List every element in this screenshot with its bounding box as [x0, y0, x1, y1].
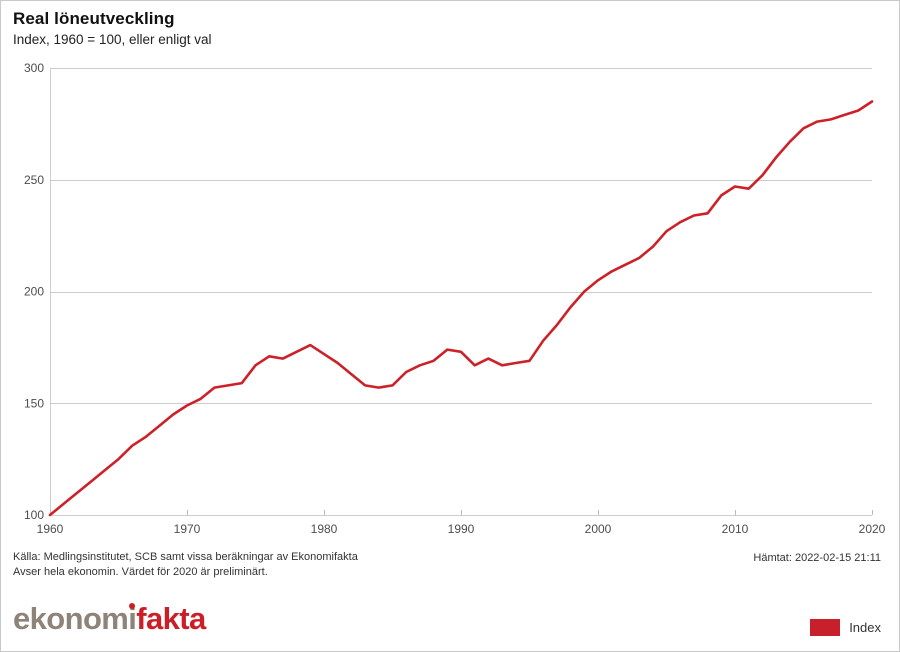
x-tick-label: 2010: [722, 522, 749, 536]
y-tick-label: 250: [24, 173, 44, 187]
logo-text-fakta: fakta: [136, 601, 206, 636]
x-tick-label: 1960: [37, 522, 64, 536]
legend-label-index: Index: [849, 620, 881, 635]
source-note: Källa: Medlingsinstitutet, SCB samt viss…: [13, 550, 358, 581]
y-tick-label: 100: [24, 508, 44, 522]
chart-subtitle: Index, 1960 = 100, eller enligt val: [13, 32, 212, 47]
ekonomifakta-logo: ekonomifakta: [13, 601, 206, 637]
y-tick-label: 300: [24, 61, 44, 75]
legend-swatch-index: [810, 619, 841, 636]
source-line-1: Källa: Medlingsinstitutet, SCB samt viss…: [13, 551, 358, 563]
x-axis-ticks: [50, 510, 873, 515]
x-tick-label: 1990: [448, 522, 475, 536]
x-tick-label: 1970: [174, 522, 201, 536]
fetched-timestamp: Hämtat: 2022-02-15 21:11: [753, 552, 881, 564]
source-line-2: Avser hela ekonomin. Värdet för 2020 är …: [13, 566, 268, 579]
gridlines: [50, 68, 872, 516]
x-axis-labels: 1960 1970 1980 1990 2000 2010 2020: [37, 522, 886, 536]
x-tick-label: 1980: [311, 522, 338, 536]
y-tick-label: 150: [24, 396, 44, 410]
page-title: Real löneutveckling: [13, 9, 175, 28]
logo-text-i: i: [128, 601, 137, 636]
logo-text-ekonom: ekonom: [13, 601, 129, 636]
x-tick-label: 2020: [859, 522, 886, 536]
x-tick-label: 2000: [585, 522, 612, 536]
y-tick-label: 200: [24, 285, 44, 299]
series-line-index: [48, 100, 874, 517]
y-axis-labels: 100 150 200 250 300: [24, 61, 44, 522]
legend: Index: [810, 619, 881, 636]
